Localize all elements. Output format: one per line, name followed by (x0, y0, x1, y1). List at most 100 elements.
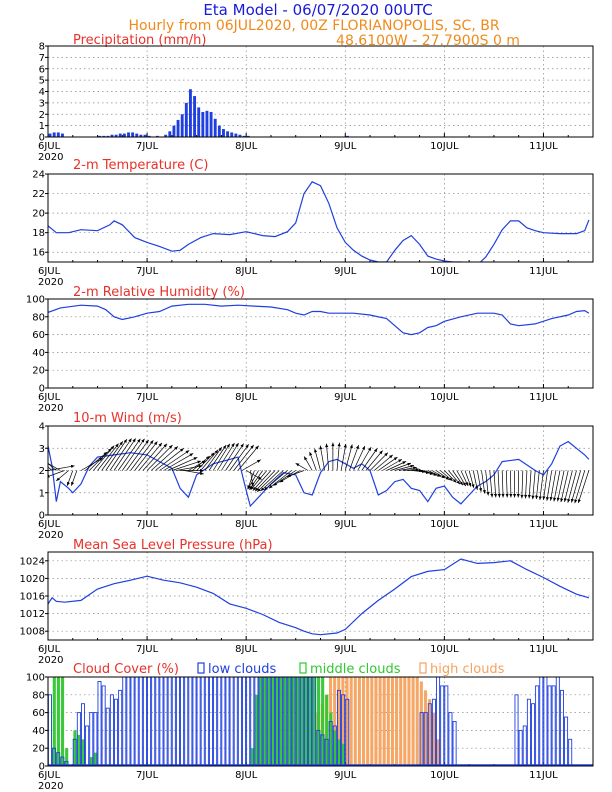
wind-arrow-head (189, 453, 194, 457)
cloud-bar-high-clouds (419, 681, 423, 766)
cloud-bar-low-clouds (254, 677, 259, 766)
wind-arrow-head (398, 459, 402, 463)
wind-arrow-shaft (216, 442, 235, 471)
wind-arrow-shaft (200, 449, 219, 471)
wind-arrow-head (71, 481, 75, 486)
wind-arrow-head (197, 460, 201, 464)
wind-arrow (142, 443, 168, 471)
cloud-bar-high-clouds (403, 677, 407, 766)
precip-bar (238, 134, 242, 137)
cloud-bar-middle-clouds (292, 677, 296, 766)
wind-arrow-head (158, 442, 162, 447)
cloud-bar-middle-clouds (279, 677, 283, 766)
rh-data (48, 303, 590, 336)
cloud-bar-low-clouds (526, 698, 531, 766)
wind-arrow-shaft (117, 438, 141, 471)
precip-ytick-label: 5 (39, 76, 45, 87)
mslp-xtick-label: 8JUL (235, 644, 258, 655)
cloud-bar-low-clouds (134, 677, 139, 766)
wind-arrow-head (509, 493, 513, 498)
wind-arrow-shaft (373, 454, 394, 471)
cloud-bar-low-clouds (138, 677, 143, 766)
wind-arrow (286, 470, 305, 477)
temp-frame (47, 173, 594, 263)
wind-arrow-head (314, 448, 318, 453)
wind-arrow (349, 445, 359, 471)
precip-bar (139, 134, 143, 137)
wind-arrow (365, 450, 383, 471)
cloud-bar-middle-clouds (325, 694, 329, 766)
wind-arrow-head (304, 456, 308, 461)
cloud-bar-high-clouds (345, 677, 349, 766)
wind-arrow (105, 438, 128, 471)
wind-arrow-head (99, 457, 103, 462)
wind-arrow-head (174, 446, 178, 450)
cloud-bar-low-clouds (295, 677, 300, 766)
precip-xtick-label: 8JUL (235, 141, 258, 152)
wind-arrow (138, 442, 163, 471)
wind-arrow-shaft (48, 465, 75, 471)
wind-arrow (567, 470, 577, 503)
temp-xtick-label: 9JUL (334, 266, 357, 277)
wind-arrow (229, 444, 249, 471)
mslp-title: Mean Sea Level Pressure (hPa) (73, 538, 273, 553)
wind-arrow (361, 448, 378, 471)
wind-arrow-shaft (167, 457, 198, 471)
cloud-bar-low-clouds (328, 721, 333, 766)
cloud-bar-low-clouds (539, 677, 544, 766)
wind-arrow-head (132, 438, 136, 443)
cloud-bar-low-clouds (440, 685, 445, 766)
precip-bar (147, 135, 151, 137)
cloud-bar-low-clouds (551, 685, 556, 766)
wind-arrow-head (325, 443, 329, 448)
cloud-bar-middle-clouds (300, 677, 304, 766)
cloud-bar-middle-clouds (329, 712, 333, 766)
wind-arrow-head (497, 493, 501, 498)
cloud-bar-middle-clouds (283, 677, 288, 766)
wind-arrow (113, 438, 136, 471)
panel-rh: 0 20 40 60 80 100 6JUL 7JUL 8JUL 9JUL 10JUL 11JUL 20… (26, 285, 594, 414)
cloud-bar-high-clouds (386, 677, 390, 766)
header-hourly-location: Hourly from 06JUL2020, 00Z FLORIANOPOLIS… (128, 18, 499, 34)
wind-arrow-head (231, 443, 235, 447)
cloud-ytick-label: 100 (26, 673, 45, 684)
panel-cloud: 0 20 40 60 80 100 6JUL 7JUL 8JUL 9JUL 10JUL 11JUL 20… (26, 662, 594, 792)
wind-xtick-label: 7JUL (136, 519, 159, 530)
rh-title: 2-m Relative Humidity (%) (73, 285, 245, 300)
wind-arrow (122, 438, 145, 471)
cloud-bar-low-clouds (270, 677, 275, 766)
cloud-bar-middle-clouds (73, 730, 77, 766)
cloud-bar-low-clouds (250, 677, 255, 766)
wind-arrow (497, 470, 501, 498)
cloud-bar-middle-clouds (321, 677, 325, 766)
cloud-ytick-label: 20 (32, 744, 45, 755)
wind-arrow (501, 470, 505, 498)
cloud-bar-high-clouds (361, 677, 366, 766)
wind-arrow-head (295, 463, 300, 467)
wind-arrow-head (478, 488, 483, 492)
wind-arrow-shaft (326, 443, 330, 471)
wind-year-label: 2020 (38, 530, 63, 541)
wind-arrow-head (482, 489, 486, 494)
wind-ytick-label: 3 (39, 444, 45, 455)
wind-arrow (48, 463, 57, 471)
rh-xtick-label: 7JUL (136, 392, 159, 403)
wind-arrow-head (279, 479, 284, 483)
wind-arrow-head (273, 482, 278, 486)
precip-bar (230, 132, 234, 137)
wind-arrow-shaft (577, 470, 590, 504)
wind-arrow-head (260, 487, 265, 491)
wind-arrow-head (349, 444, 353, 449)
wind-arrow (200, 449, 219, 471)
cloud-bar-middle-clouds (312, 677, 316, 766)
cloud-bar-middle-clouds (77, 734, 81, 766)
precip-bar (52, 132, 56, 137)
wind-arrow-shaft (163, 453, 194, 471)
mslp-xtick-label: 7JUL (136, 644, 159, 655)
temp-xtick-label: 6JUL (38, 266, 61, 277)
mslp-xtick-label: 11JUL (529, 644, 558, 655)
wind-arrow (159, 450, 190, 471)
temp-data (48, 181, 590, 262)
wind-arrow (237, 445, 260, 471)
wind-arrow-shaft (212, 443, 231, 471)
